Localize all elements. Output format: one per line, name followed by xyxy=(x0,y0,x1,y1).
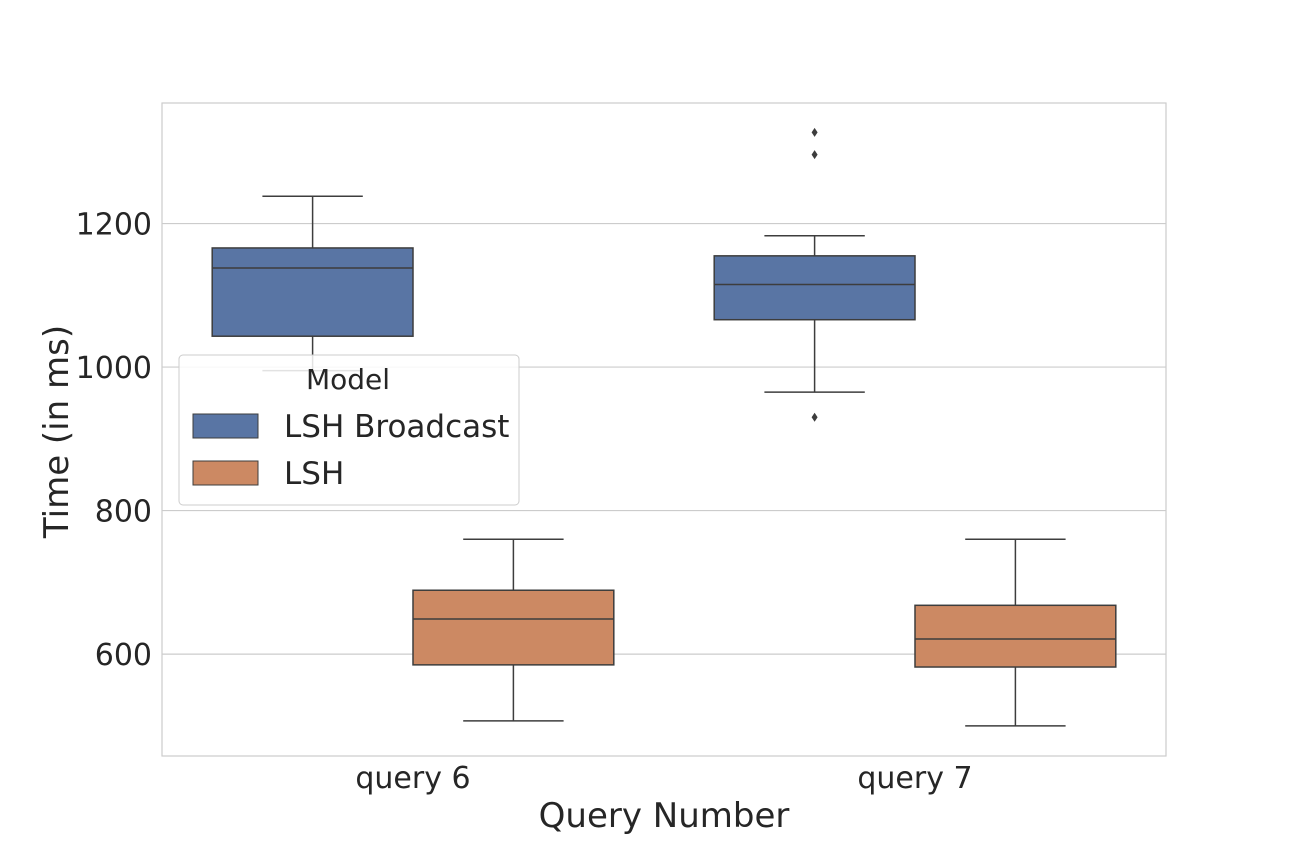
x-tick-label: query 7 xyxy=(857,761,972,796)
legend-title: Model xyxy=(306,363,390,396)
outlier-point xyxy=(811,127,818,137)
box-iqr xyxy=(211,247,414,337)
box-lsh-broadcast-query-7 xyxy=(713,127,916,422)
y-tick-label: 800 xyxy=(95,495,152,530)
x-tick-label: query 6 xyxy=(355,761,470,796)
box-series xyxy=(211,127,1117,727)
y-tick-label: 1200 xyxy=(76,208,152,243)
legend-frame xyxy=(178,354,520,506)
box-iqr xyxy=(412,589,615,666)
y-axis-title: Time (in ms) xyxy=(37,325,77,539)
box-lsh-query-7 xyxy=(914,538,1117,727)
plot-area xyxy=(161,102,1167,757)
y-tick-label: 600 xyxy=(95,638,152,673)
legend-swatch xyxy=(192,413,259,439)
legend-swatch xyxy=(192,460,259,486)
y-tick-labels: 600 800 1000 1200 xyxy=(76,208,152,674)
legend-label: LSH xyxy=(284,456,344,492)
box-lsh-broadcast-query-6 xyxy=(211,195,414,372)
legend-label: LSH Broadcast xyxy=(284,409,509,445)
x-tick-labels: query 6 query 7 xyxy=(355,761,972,796)
outlier-point xyxy=(811,412,818,422)
x-axis-title: Query Number xyxy=(539,796,790,836)
box-iqr xyxy=(914,604,1117,668)
box-iqr xyxy=(713,255,916,321)
outlier-point xyxy=(811,150,818,160)
y-tick-label: 1000 xyxy=(76,351,152,386)
legend-items: LSH Broadcast LSH xyxy=(192,409,509,492)
box-lsh-query-6 xyxy=(412,538,615,722)
legend: Model LSH Broadcast LSH xyxy=(178,354,520,506)
